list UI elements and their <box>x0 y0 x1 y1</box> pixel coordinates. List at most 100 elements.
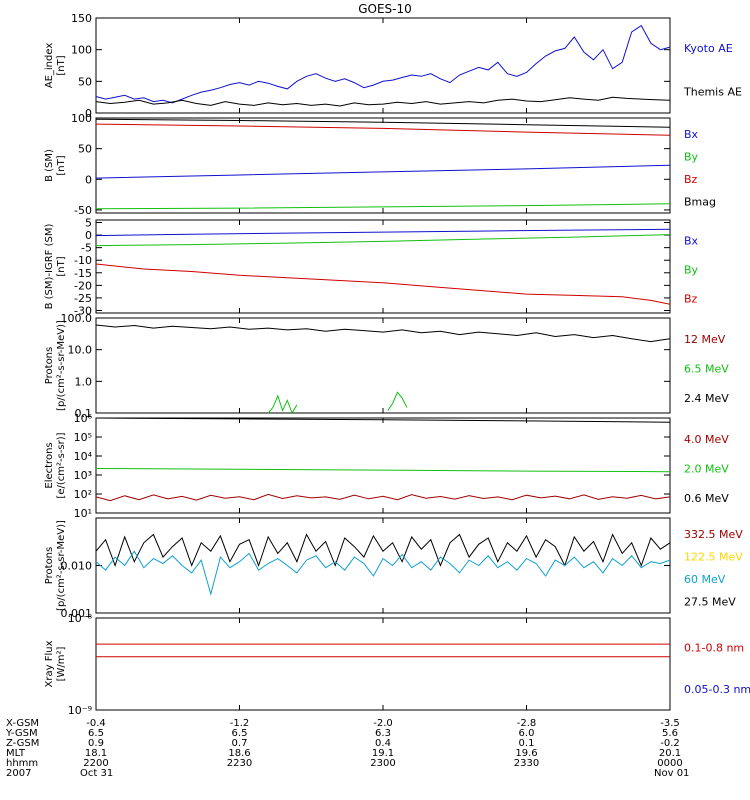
y-axis-label: [nT] <box>56 256 67 276</box>
legend-label: Bx <box>684 128 699 141</box>
x-row-value: -2.8 <box>517 718 537 729</box>
x-row-label: MLT <box>6 748 26 759</box>
legend-label: 0.1-0.8 nm <box>684 641 744 654</box>
y-tick-label: 150 <box>71 12 92 25</box>
x-row-value: 2230 <box>227 758 252 769</box>
x-row-value: 6.5 <box>232 728 248 739</box>
x-row-label: Y-GSM <box>5 728 38 739</box>
series-line-bx <box>95 164 671 179</box>
y-tick-label: 1.0 <box>75 375 93 388</box>
panel-hiprotons: 0.001 0.010 Protons [p/(cm²-s-sr-MeV)] 332.5… <box>44 517 743 620</box>
x-row-value: 20.1 <box>659 748 681 759</box>
y-tick-label: 0.010 <box>61 560 93 573</box>
legend-label: 2.0 MeV <box>684 462 729 475</box>
series-line-by <box>95 234 671 247</box>
series-line-6-5-mev <box>387 391 408 411</box>
legend-label: 122.5 MeV <box>684 550 743 563</box>
x-row-value: 0.7 <box>232 738 248 749</box>
y-tick-label: -5 <box>81 242 92 255</box>
y-tick-label: 0 <box>85 173 92 186</box>
x-row-value: -3.5 <box>660 718 680 729</box>
y-tick-label: -30 <box>74 304 92 317</box>
legend-label: 6.5 MeV <box>684 362 729 375</box>
y-tick-label: -25 <box>74 292 92 305</box>
legend-label: 60 MeV <box>684 573 726 586</box>
y-tick-label: 10² <box>74 488 92 501</box>
panel-xray: 10⁻⁹ 10⁻⁸ Xray Flux [W/m²] 0.1-0.8 nm 0.05-0.… <box>44 612 750 717</box>
x-row-value: 6.3 <box>375 728 391 739</box>
legend-label: 0.05-0.3 nm <box>684 683 750 696</box>
x-row-value: 0.1 <box>519 738 535 749</box>
x-row-value: 0000 <box>657 758 682 769</box>
x-row-label: Z-GSM <box>6 738 39 749</box>
series-line-bz <box>95 263 671 305</box>
series-line-0-6-mev <box>95 417 671 423</box>
y-axis-label: [e/(cm²-s-sr)] <box>56 432 67 498</box>
chart-title: GOES-10 <box>358 2 412 16</box>
panel-bigrf: 50-5-10-15-20-25-30 B (SM)-IGRF (SM) [nT] B… <box>44 217 699 318</box>
legend-label: 4.0 MeV <box>684 433 729 446</box>
x-row-value: 0.4 <box>375 738 391 749</box>
series-line-by <box>95 203 671 210</box>
series-line-2-4-mev <box>95 324 671 343</box>
panel-frame <box>95 117 671 214</box>
y-tick-label: -50 <box>74 204 92 217</box>
y-tick-label: 10³ <box>74 469 92 482</box>
y-tick-label: 100 <box>71 112 92 125</box>
y-tick-label: 10⁵ <box>74 431 92 444</box>
x-row-value: 2300 <box>370 758 395 769</box>
x-row-value: 18.1 <box>85 748 107 759</box>
series-line-bz <box>95 123 671 136</box>
y-tick-label: 0.001 <box>61 607 93 620</box>
x-row-value: 2200 <box>83 758 108 769</box>
x-row-value: -0.2 <box>660 738 680 749</box>
legend-label: By <box>684 150 699 163</box>
y-tick-label: 10⁶ <box>74 412 93 425</box>
y-axis-label: Protons <box>44 347 55 384</box>
legend-label: By <box>684 263 699 276</box>
legend-label: 27.5 MeV <box>684 596 736 609</box>
y-axis-label: AE_index <box>44 43 55 89</box>
y-axis-label: Electrons <box>44 442 55 488</box>
y-axis-label: Protons <box>44 547 55 584</box>
panel-electrons: 10¹ 10² 10³ 10⁴ 10⁵ 10⁶ Electrons [e/(cm²-s-sr)… <box>44 412 729 520</box>
y-tick-label: 10⁻⁹ <box>68 704 92 717</box>
y-tick-label: 10¹ <box>74 507 92 520</box>
y-tick-label: 50 <box>78 75 92 88</box>
series-line-bmag <box>95 118 671 128</box>
series-line-2-0-mev <box>95 468 671 473</box>
y-axis-label: [p/(cm²-s-sr-MeV)] <box>56 520 67 611</box>
y-tick-label: 10⁻⁸ <box>68 612 93 625</box>
x-row-value: Nov 01 <box>654 768 689 779</box>
x-row-value: 6.0 <box>519 728 535 739</box>
y-tick-label: 10⁴ <box>74 450 93 463</box>
y-tick-label: 0 <box>85 229 92 242</box>
x-row-value: 19.6 <box>515 748 537 759</box>
y-axis-label: [nT] <box>56 155 67 175</box>
y-axis-label: Xray Flux <box>44 640 55 687</box>
panel-b: -50 0 50 100 B (SM) [nT] Bx By Bz Bmag <box>44 112 716 217</box>
legend-label: 0.6 MeV <box>684 492 729 505</box>
legend-label: Kyoto AE <box>684 42 733 55</box>
series-line-bx <box>95 228 671 237</box>
y-tick-label: 10.0 <box>68 344 93 357</box>
x-row-label: hhmm <box>6 758 38 769</box>
x-row-value: 0.9 <box>88 738 104 749</box>
series-line-60-mev <box>95 550 671 597</box>
x-row-value: 19.1 <box>372 748 394 759</box>
legend-label: Themis AE <box>683 85 742 98</box>
panel-frame <box>95 617 671 711</box>
x-row-value: 5.6 <box>662 728 678 739</box>
series-line-6-5-mev <box>267 394 298 415</box>
legend-label: 12 MeV <box>684 333 726 346</box>
legend-label: Bz <box>684 173 698 186</box>
x-row-value: -1.2 <box>230 718 250 729</box>
y-tick-label: -20 <box>74 279 92 292</box>
y-axis-label: B (SM) <box>44 149 55 182</box>
legend-label: Bx <box>684 234 699 247</box>
panel-protons: 0.1 1.0 10.0 100.0 Protons [p/(cm²-s-sr-MeV)]… <box>44 312 729 420</box>
series-line-kyoto-ae <box>95 24 671 104</box>
x-row-label: 2007 <box>6 768 31 779</box>
legend-label: Bz <box>684 292 698 305</box>
